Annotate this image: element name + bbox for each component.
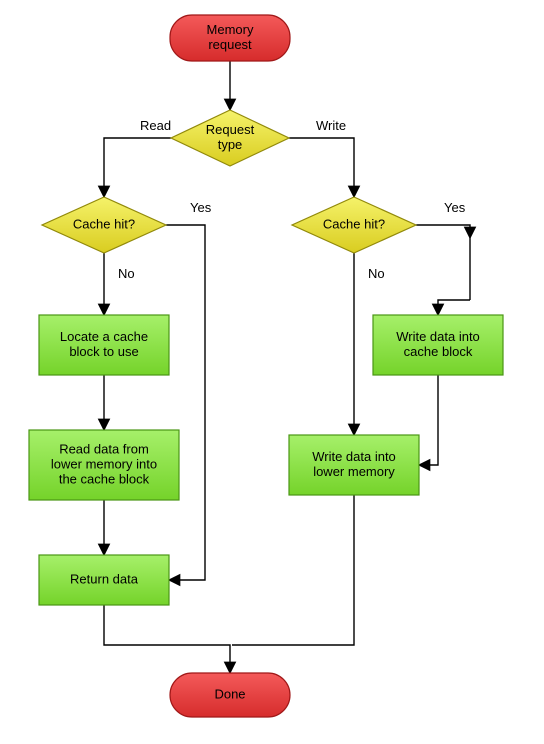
- edge: [166, 225, 205, 580]
- node-chit_r: Cache hit?: [292, 197, 416, 253]
- node-start: Memoryrequest: [170, 15, 290, 61]
- edge-label: Yes: [190, 200, 212, 215]
- node-return: Return data: [39, 555, 169, 605]
- node-label: Return data: [70, 571, 139, 586]
- edge: [419, 375, 438, 465]
- node-label: lower memory: [313, 464, 395, 479]
- node-label: Cache hit?: [323, 216, 385, 231]
- node-label: Read data from: [59, 441, 149, 456]
- edge: [289, 138, 354, 197]
- node-label: cache block: [404, 344, 473, 359]
- edge-label: No: [368, 266, 385, 281]
- edge: [232, 495, 354, 645]
- node-label: the cache block: [59, 471, 150, 486]
- node-label: Cache hit?: [73, 216, 135, 231]
- node-label: Done: [214, 686, 245, 701]
- edge-label: Write: [316, 118, 346, 133]
- node-label: type: [218, 137, 243, 152]
- node-label: Request: [206, 122, 255, 137]
- node-label: Locate a cache: [60, 329, 148, 344]
- node-wcache: Write data intocache block: [373, 315, 503, 375]
- node-readlow: Read data fromlower memory intothe cache…: [29, 430, 179, 500]
- edge-label: Yes: [444, 200, 466, 215]
- node-chit_l: Cache hit?: [42, 197, 166, 253]
- node-label: Write data into: [312, 449, 396, 464]
- edge-label: No: [118, 266, 135, 281]
- edge-label: Read: [140, 118, 171, 133]
- node-label: block to use: [69, 344, 138, 359]
- node-label: Write data into: [396, 329, 480, 344]
- node-wlower: Write data intolower memory: [289, 435, 419, 495]
- node-label: request: [208, 37, 252, 52]
- node-done: Done: [170, 673, 290, 717]
- edge: [104, 138, 171, 197]
- node-label: Memory: [207, 22, 254, 37]
- edge: [416, 225, 470, 238]
- node-locate: Locate a cacheblock to use: [39, 315, 169, 375]
- nodes-layer: Memoryrequest Requesttype Cache hit? Cache …: [29, 15, 503, 717]
- node-reqtype: Requesttype: [171, 110, 289, 166]
- node-label: lower memory into: [51, 456, 157, 471]
- edge: [104, 605, 230, 673]
- edge: [438, 300, 470, 315]
